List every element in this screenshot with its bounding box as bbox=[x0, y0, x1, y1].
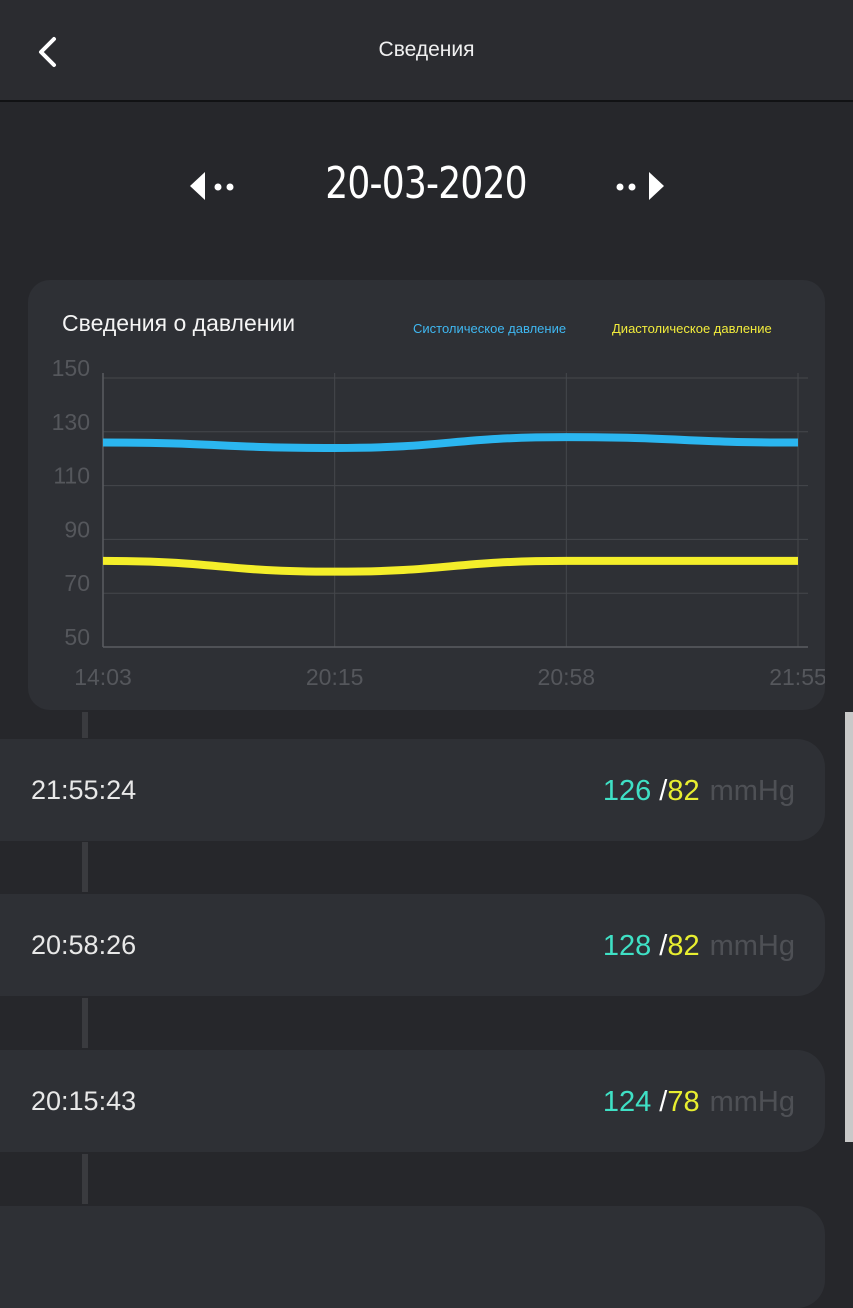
record-value: 128/82 mmHg bbox=[603, 930, 795, 963]
measurement-record-partial[interactable] bbox=[0, 1206, 825, 1308]
current-date: 20-03-2020 bbox=[325, 158, 527, 209]
diastolic-value: 82 bbox=[667, 930, 700, 962]
measurement-record[interactable]: 20:15:43 124/78 mmHg bbox=[0, 1050, 825, 1152]
chevron-left-icon bbox=[39, 37, 56, 67]
unit-label: mmHg bbox=[709, 1086, 795, 1118]
x-tick-label: 20:15 bbox=[306, 664, 364, 690]
pressure-line-chart: 150 130 110 90 70 50 14:03 20:15 20:58 21:55 bbox=[52, 355, 825, 690]
top-bar: Сведения bbox=[0, 0, 853, 102]
value-separator: / bbox=[659, 775, 668, 807]
x-tick-label: 21:55 bbox=[769, 664, 825, 690]
back-button[interactable] bbox=[28, 30, 72, 74]
record-value: 124/78 mmHg bbox=[603, 1086, 795, 1119]
measurement-record[interactable]: 20:58:26 128/82 mmHg bbox=[0, 894, 825, 996]
value-separator: / bbox=[659, 930, 668, 962]
timeline-connector bbox=[82, 1154, 88, 1204]
y-tick-label: 150 bbox=[52, 355, 90, 381]
chart-title: Сведения о давлении bbox=[62, 310, 296, 336]
y-tick-label: 110 bbox=[53, 463, 90, 489]
previous-day-button[interactable] bbox=[186, 168, 242, 204]
scrollbar[interactable] bbox=[845, 712, 853, 1142]
next-day-arrow-icon bbox=[616, 172, 664, 200]
timeline-connector bbox=[82, 998, 88, 1048]
timeline-connector bbox=[82, 842, 88, 892]
y-tick-label: 130 bbox=[52, 409, 90, 435]
record-time: 20:58:26 bbox=[31, 930, 137, 960]
record-time: 21:55:24 bbox=[31, 775, 137, 805]
systolic-value: 126 bbox=[602, 775, 652, 807]
date-navigator: 20-03-2020 bbox=[0, 150, 853, 222]
unit-label: mmHg bbox=[709, 930, 795, 962]
timeline-connector bbox=[82, 712, 88, 738]
measurement-record[interactable]: 21:55:24 126/82 mmHg bbox=[0, 739, 825, 841]
y-tick-label: 50 bbox=[64, 624, 90, 650]
systolic-series-line bbox=[102, 433, 799, 452]
pressure-chart-card: Сведения о давлении Систолическое давлен… bbox=[28, 280, 825, 710]
x-tick-label: 20:58 bbox=[538, 664, 596, 690]
diastolic-series-line bbox=[102, 556, 798, 576]
systolic-value: 124 bbox=[602, 1086, 652, 1118]
diastolic-value: 78 bbox=[667, 1086, 700, 1118]
record-value: 126/82 mmHg bbox=[603, 775, 795, 808]
next-day-button[interactable] bbox=[612, 168, 668, 204]
record-time: 20:15:43 bbox=[31, 1086, 137, 1116]
page-title: Сведения bbox=[378, 38, 475, 61]
diastolic-value: 82 bbox=[667, 775, 700, 807]
legend-systolic: Систолическое давление bbox=[413, 321, 567, 336]
y-tick-label: 90 bbox=[64, 516, 90, 542]
y-tick-label: 70 bbox=[64, 570, 90, 596]
x-tick-label: 14:03 bbox=[74, 664, 132, 690]
legend-diastolic: Диастолическое давление bbox=[612, 321, 772, 336]
prev-day-arrow-icon bbox=[190, 172, 234, 200]
value-separator: / bbox=[659, 1086, 668, 1118]
systolic-value: 128 bbox=[602, 930, 652, 962]
unit-label: mmHg bbox=[709, 775, 795, 807]
